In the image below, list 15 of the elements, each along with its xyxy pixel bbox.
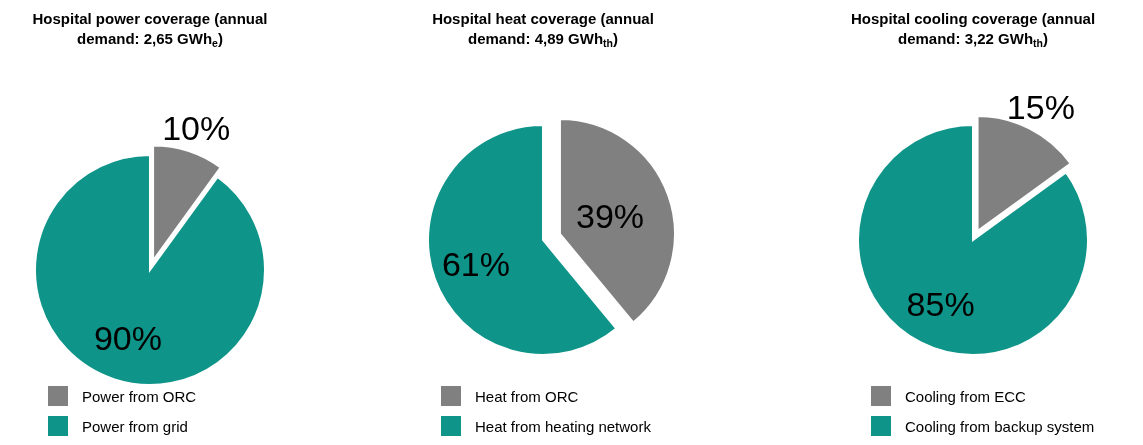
data-label: 85% — [906, 284, 975, 323]
data-label: 39% — [576, 196, 645, 235]
data-label: 90% — [93, 318, 162, 357]
legend-label: Power from grid — [82, 417, 188, 435]
legend-label: Heat from ORC — [475, 387, 579, 405]
legend-label: Cooling from backup system — [905, 417, 1095, 435]
data-label: 10% — [162, 108, 231, 147]
chart-title: Hospital cooling coverage (annual demand: 3,22 GWh$_{th}$) — [850, 10, 1096, 49]
legend-label: Cooling from ECC — [905, 387, 1027, 405]
legend-label: Power from ORC — [82, 387, 197, 405]
legend-label: Heat from heating network — [475, 417, 652, 435]
data-label: 61% — [441, 245, 510, 284]
chart-title: Hospital heat coverage (annual demand: 4,89 GWh$_{th}$) — [432, 10, 654, 49]
chart-title: Hospital power coverage (annual demand: 2,65 GWh$_{e}$) — [32, 10, 268, 49]
data-label: 15% — [1006, 87, 1075, 126]
